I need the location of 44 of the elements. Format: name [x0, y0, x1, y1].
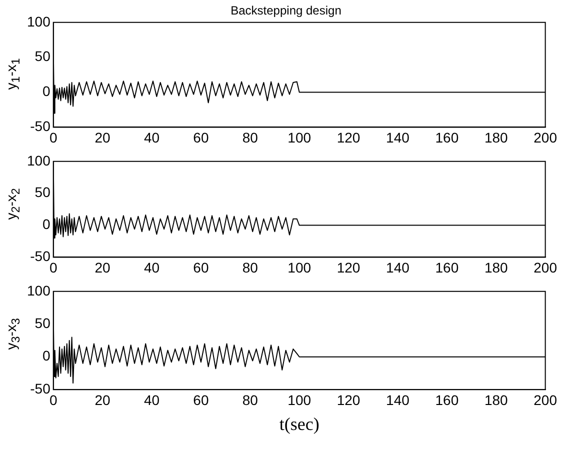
x-tick-label: 80 — [242, 129, 258, 146]
y-tick-label: -50 — [30, 118, 51, 134]
x-tick-label: 120 — [336, 392, 360, 408]
y-tick-label: 0 — [42, 348, 51, 364]
x-tick-label: 40 — [144, 392, 160, 408]
x-tick-label: 20 — [94, 259, 111, 276]
x-tick-label: 80 — [242, 259, 258, 276]
x-tick-label: 120 — [336, 259, 360, 276]
y-tick-label: 100 — [27, 152, 51, 168]
x-axis-title: t(sec) — [279, 414, 320, 434]
x-tick-label: 60 — [193, 259, 209, 276]
x-tick-label: 20 — [94, 392, 111, 408]
y-tick-label: 50 — [34, 314, 51, 331]
x-tick-label: 100 — [288, 129, 312, 146]
chart-title: Backstepping design — [230, 4, 342, 18]
x-tick-label: 140 — [386, 392, 410, 408]
x-tick-label: 40 — [144, 259, 160, 276]
x-tick-label: 180 — [484, 259, 508, 276]
x-tick-label: 200 — [534, 259, 558, 276]
y-tick-label: 0 — [42, 83, 51, 100]
y-tick-label: -50 — [30, 380, 51, 396]
y-tick-label: 100 — [27, 282, 51, 298]
x-tick-label: 100 — [288, 259, 312, 276]
x-tick-label: 160 — [435, 259, 459, 276]
x-tick-label: 60 — [193, 129, 209, 146]
y-tick-label: 50 — [34, 184, 51, 200]
x-tick-label: 180 — [484, 392, 508, 408]
x-tick-label: 60 — [193, 392, 209, 408]
y-tick-label: 100 — [27, 13, 51, 30]
x-tick-label: 20 — [94, 129, 111, 146]
y-tick-label: -50 — [30, 248, 51, 264]
x-tick-label: 120 — [336, 129, 360, 146]
x-tick-label: 200 — [534, 129, 558, 146]
x-tick-label: 80 — [242, 392, 258, 408]
x-tick-label: 40 — [144, 129, 160, 146]
x-tick-label: 200 — [534, 392, 558, 408]
y-tick-label: 50 — [34, 48, 51, 64]
x-tick-label: 100 — [288, 392, 312, 408]
x-tick-label: 140 — [386, 129, 410, 146]
y-tick-label: 0 — [42, 216, 51, 232]
x-tick-label: 160 — [435, 129, 459, 146]
x-tick-label: 140 — [386, 259, 410, 276]
x-tick-label: 180 — [484, 129, 508, 146]
x-tick-label: 160 — [435, 392, 459, 408]
